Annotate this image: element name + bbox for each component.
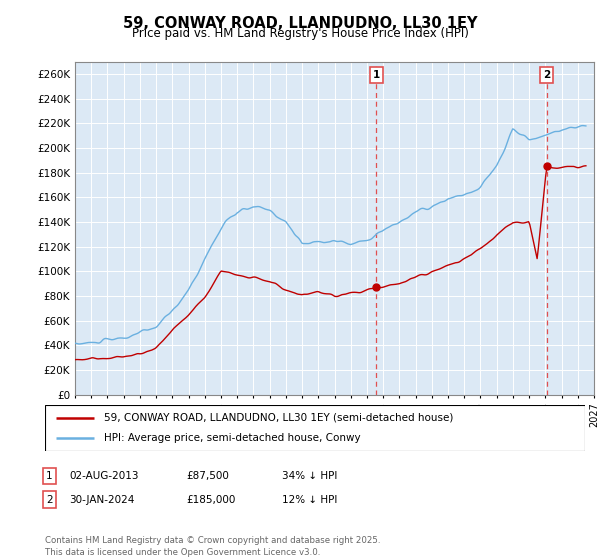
Text: 1: 1 xyxy=(373,70,380,80)
Text: 34% ↓ HPI: 34% ↓ HPI xyxy=(282,471,337,481)
Text: HPI: Average price, semi-detached house, Conwy: HPI: Average price, semi-detached house,… xyxy=(104,433,361,443)
Text: 2: 2 xyxy=(543,70,550,80)
Text: 2: 2 xyxy=(46,494,53,505)
Text: 59, CONWAY ROAD, LLANDUDNO, LL30 1EY (semi-detached house): 59, CONWAY ROAD, LLANDUDNO, LL30 1EY (se… xyxy=(104,413,454,423)
Text: Contains HM Land Registry data © Crown copyright and database right 2025.
This d: Contains HM Land Registry data © Crown c… xyxy=(45,536,380,557)
Text: £185,000: £185,000 xyxy=(186,494,235,505)
Text: 30-JAN-2024: 30-JAN-2024 xyxy=(69,494,134,505)
Text: 1: 1 xyxy=(46,471,53,481)
Text: 02-AUG-2013: 02-AUG-2013 xyxy=(69,471,139,481)
Text: £87,500: £87,500 xyxy=(186,471,229,481)
Text: 12% ↓ HPI: 12% ↓ HPI xyxy=(282,494,337,505)
Text: Price paid vs. HM Land Registry's House Price Index (HPI): Price paid vs. HM Land Registry's House … xyxy=(131,27,469,40)
Text: 59, CONWAY ROAD, LLANDUDNO, LL30 1EY: 59, CONWAY ROAD, LLANDUDNO, LL30 1EY xyxy=(123,16,477,31)
